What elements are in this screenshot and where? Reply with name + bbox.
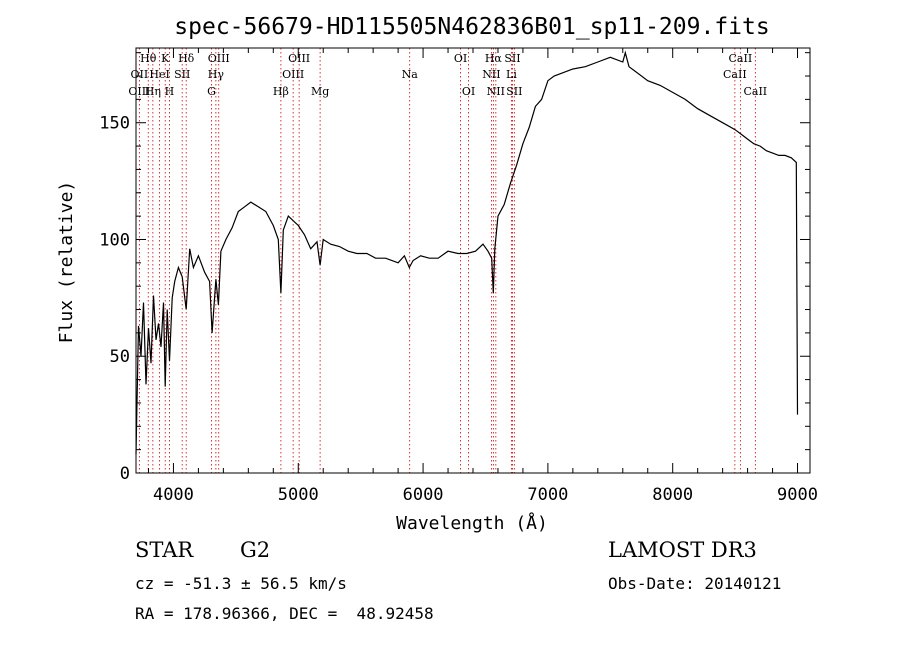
y-tick-label: 50 <box>110 347 130 367</box>
line-label: Na <box>402 68 419 81</box>
line-label: OI <box>454 52 467 65</box>
coordinates-readout: RA = 178.96366, DEC = 48.92458 <box>135 604 434 623</box>
line-label: Hθ <box>140 52 157 65</box>
object-type: STAR <box>135 538 194 562</box>
line-label: OIII <box>128 85 150 98</box>
y-axis-label: Flux (relative) <box>56 181 77 344</box>
x-tick-label: 7000 <box>527 485 568 505</box>
line-label: SII <box>506 85 522 98</box>
y-axis: 0 50 100 150 <box>99 52 810 484</box>
line-label: SII <box>504 52 520 65</box>
line-label: Hβ <box>273 85 289 98</box>
y-tick-label: 0 <box>120 464 130 484</box>
line-label: SII <box>174 68 190 81</box>
line-label: Mg <box>311 85 329 98</box>
line-label: NII <box>482 68 500 81</box>
line-label: Hη <box>145 85 161 98</box>
line-label: H <box>165 85 175 98</box>
line-label: CaII <box>729 52 753 65</box>
spectrum-line <box>135 50 799 455</box>
x-tick-label: 4000 <box>153 485 194 505</box>
redshift-readout: cz = -51.3 ± 56.5 km/s <box>135 574 347 593</box>
line-labels: Hθ OII OIII K HeI Hη H SII Hδ OIII Hγ G Hβ OIII OIII Mg… <box>128 52 767 98</box>
line-label: OIII <box>288 52 310 65</box>
line-label: OI <box>462 85 475 98</box>
x-tick-label: 6000 <box>403 485 444 505</box>
line-label: Hδ <box>178 52 195 65</box>
line-label: CaII <box>723 68 747 81</box>
x-tick-label: 8000 <box>652 485 693 505</box>
line-label: G <box>207 85 216 98</box>
line-label: Hγ <box>208 68 225 81</box>
line-label: K <box>161 52 170 65</box>
chart-title: spec-56679-HD115505N462836B01_sp11-209.f… <box>174 14 769 40</box>
line-label: CaII <box>743 85 767 98</box>
observation-date: Obs-Date: 20140121 <box>608 574 782 593</box>
x-tick-label: 9000 <box>777 485 818 505</box>
line-label: NII <box>487 85 505 98</box>
line-label: Li <box>506 68 517 81</box>
line-label: HeI <box>149 68 169 81</box>
x-axis-label: Wavelength (Å) <box>396 512 548 534</box>
line-label: Hα <box>485 52 503 65</box>
plot-frame <box>135 47 811 474</box>
object-class: G2 <box>240 538 271 562</box>
y-tick-label: 150 <box>99 114 130 134</box>
line-label: OIII <box>208 52 230 65</box>
line-markers <box>138 48 756 473</box>
x-tick-label: 5000 <box>278 485 319 505</box>
survey-name: LAMOST DR3 <box>608 538 757 562</box>
y-tick-label: 100 <box>99 230 130 250</box>
line-label: OIII <box>282 68 304 81</box>
line-label: OII <box>131 68 149 81</box>
x-axis: 4000 5000 6000 7000 8000 9000 <box>147 48 818 505</box>
